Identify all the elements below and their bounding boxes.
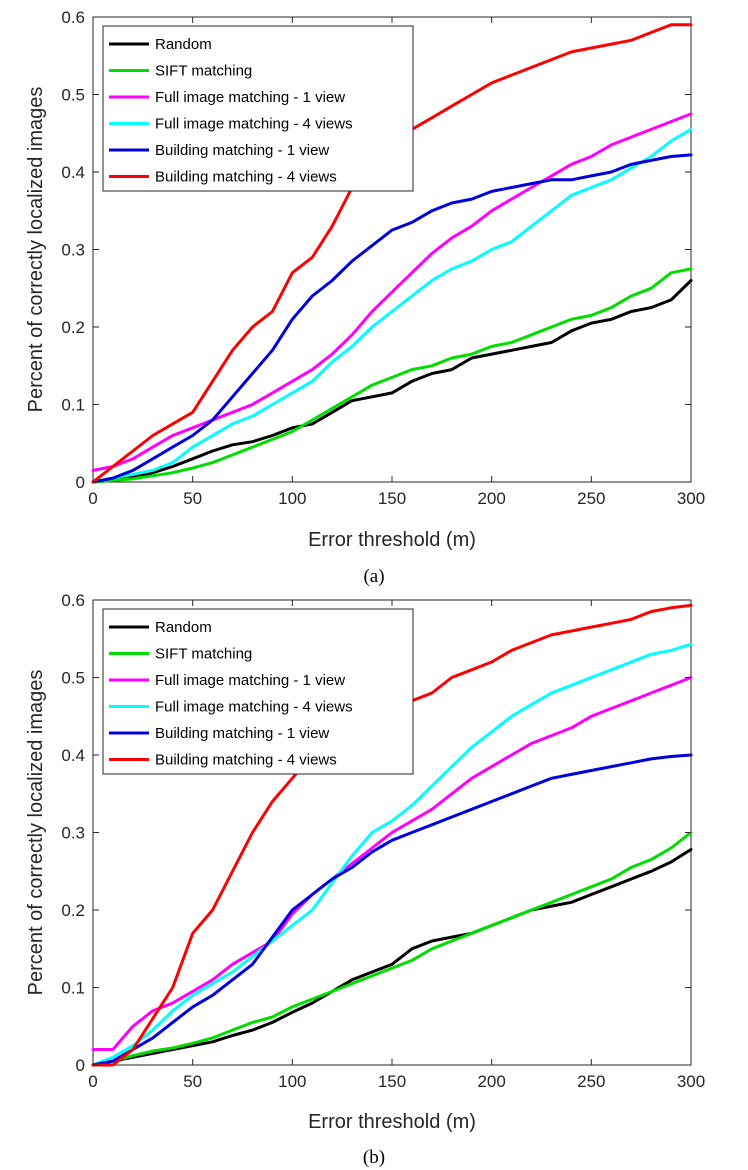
- x-tick-label-b-5: 250: [577, 1072, 605, 1091]
- y-tick-label-b-2: 0.2: [61, 901, 85, 920]
- chart-a: 0 50 100 150 200 250 300 0 0.1 0.2 0.3 0.4 0.5 0.6 Ra…: [25, 8, 705, 587]
- legend-label-a-1: SIFT matching: [155, 63, 252, 80]
- y-tick-label-b-6: 0.6: [61, 591, 85, 610]
- y-tick-label-a-5: 0.5: [61, 86, 85, 105]
- y-tick-label-b-5: 0.5: [61, 669, 85, 688]
- y-tick-label-b-4: 0.4: [61, 746, 85, 765]
- y-tick-label-a-2: 0.2: [61, 318, 85, 337]
- series-line-b-3: [91, 642, 693, 1067]
- legend-label-b-5: Building matching - 4 views: [155, 752, 337, 769]
- x-tick-label-a-2: 100: [278, 489, 306, 508]
- series-line-b-0: [91, 848, 693, 1067]
- y-tick-label-a-6: 0.6: [61, 8, 85, 27]
- series-line-b-2: [91, 676, 693, 1051]
- legend-label-a-3: Full image matching - 4 views: [155, 116, 353, 133]
- x-tick-label-b-3: 150: [378, 1072, 406, 1091]
- legend-label-b-2: Full image matching - 1 view: [155, 672, 345, 689]
- x-tick-label-b-2: 100: [278, 1072, 306, 1091]
- x-tick-label-b-4: 200: [477, 1072, 505, 1091]
- x-tick-label-a-1: 50: [183, 489, 202, 508]
- x-tick-label-b-0: 0: [88, 1072, 97, 1091]
- chart-b: 0 50 100 150 200 250 300 0 0.1 0.2 0.3 0.4 0.5 0.6 Ra…: [25, 591, 705, 1168]
- legend-a: Random SIFT matching Full image matching -…: [102, 25, 414, 192]
- legend-label-b-1: SIFT matching: [155, 646, 252, 663]
- x-tick-label-a-5: 250: [577, 489, 605, 508]
- y-tick-label-a-3: 0.3: [61, 241, 85, 260]
- series-line-a-2: [91, 112, 693, 472]
- legend-box-a: [102, 25, 414, 192]
- legend-label-a-4: Building matching - 1 view: [155, 142, 329, 159]
- y-tick-label-b-0: 0: [76, 1056, 85, 1075]
- legend-b: Random SIFT matching Full image matching -…: [102, 608, 414, 775]
- series-line-b-4: [91, 753, 693, 1067]
- legend-label-a-5: Building matching - 4 views: [155, 169, 337, 186]
- caption-b: (b): [363, 1147, 385, 1168]
- series-line-a-1: [91, 267, 693, 484]
- x-tick-label-b-1: 50: [183, 1072, 202, 1091]
- y-tick-label-a-1: 0.1: [61, 396, 85, 415]
- series-line-a-4: [91, 153, 693, 484]
- legend-label-b-0: Random: [155, 619, 212, 636]
- y-tick-label-a-0: 0: [76, 473, 85, 492]
- x-tick-label-a-4: 200: [477, 489, 505, 508]
- y-axis-label-b: Percent of correctly localized images: [25, 670, 47, 996]
- legend-label-b-3: Full image matching - 4 views: [155, 699, 353, 716]
- series-group-b: [91, 603, 693, 1067]
- legend-label-a-0: Random: [155, 36, 212, 53]
- y-tick-label-b-3: 0.3: [61, 824, 85, 843]
- legend-label-b-4: Building matching - 1 view: [155, 725, 329, 742]
- x-tick-label-b-6: 300: [677, 1072, 705, 1091]
- series-line-a-0: [91, 279, 693, 484]
- x-tick-label-a-6: 300: [677, 489, 705, 508]
- caption-a: (a): [363, 566, 384, 587]
- x-tick-label-a-0: 0: [88, 489, 97, 508]
- x-axis-label-a: Error threshold (m): [308, 529, 476, 551]
- ticks-group-b: 0 50 100 150 200 250 300 0 0.1 0.2 0.3 0.4 0.5 0.6: [61, 591, 705, 1091]
- x-axis-label-b: Error threshold (m): [308, 1111, 476, 1133]
- legend-box-b: [102, 608, 414, 775]
- y-axis-label-a: Percent of correctly localized images: [25, 87, 47, 413]
- legend-label-a-2: Full image matching - 1 view: [155, 89, 345, 106]
- y-tick-label-a-4: 0.4: [61, 163, 85, 182]
- x-tick-label-a-3: 150: [378, 489, 406, 508]
- series-line-b-1: [91, 831, 693, 1067]
- y-tick-label-b-1: 0.1: [61, 979, 85, 998]
- series-line-a-3: [91, 127, 693, 484]
- ticks-group-a: 0 50 100 150 200 250 300 0 0.1 0.2 0.3 0.4 0.5 0.6: [61, 8, 705, 508]
